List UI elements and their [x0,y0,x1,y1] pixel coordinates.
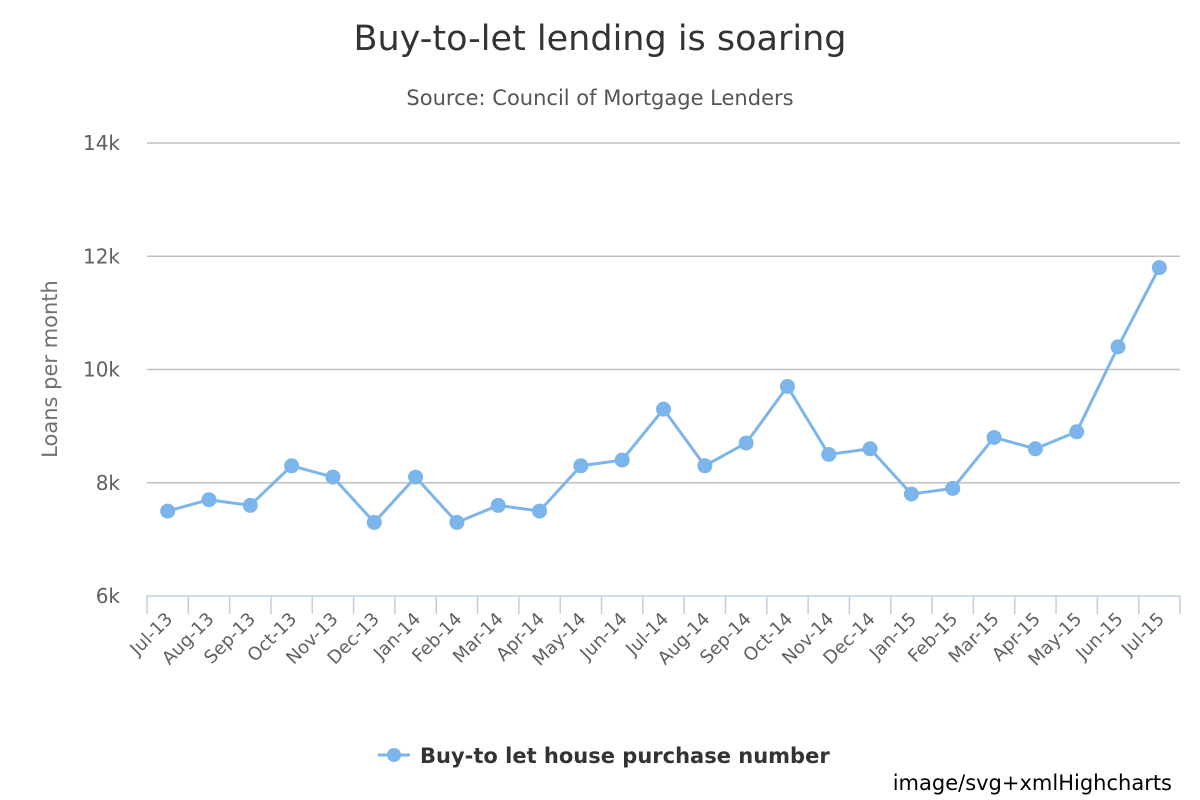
data-point[interactable] [656,401,671,417]
data-point[interactable] [697,458,713,474]
y-tick-label: 6k [96,584,121,608]
data-point[interactable] [201,492,217,508]
data-point[interactable] [573,458,589,474]
legend[interactable]: Buy-to let house purchase number [378,744,830,768]
series-line [167,266,1161,524]
y-axis-label: Loans per month [38,280,62,458]
data-point[interactable] [490,497,506,513]
x-axis-ticks: Jul-13Aug-13Sep-13Oct-13Nov-13Dec-13Jan-… [125,596,1181,670]
y-tick-label: 8k [96,471,121,495]
data-point[interactable] [242,497,258,513]
data-point[interactable] [1027,441,1043,457]
data-point[interactable] [1069,424,1085,440]
y-tick-label: 14k [83,131,120,155]
legend-item-label[interactable]: Buy-to let house purchase number [420,744,830,768]
chart-subtitle: Source: Council of Mortgage Lenders [406,86,793,110]
data-point[interactable] [408,469,424,485]
data-point[interactable] [738,435,754,451]
data-point[interactable] [903,486,919,502]
data-point[interactable] [160,503,176,519]
data-point[interactable] [986,429,1002,445]
gridlines [147,142,1180,484]
data-point[interactable] [1151,260,1167,276]
data-point[interactable] [821,446,837,462]
data-point[interactable] [862,441,878,457]
data-point[interactable] [945,480,961,496]
data-point[interactable] [779,378,795,394]
y-tick-label: 10k [83,358,120,382]
data-point[interactable] [532,503,548,519]
series-group [160,260,1167,530]
credits[interactable]: image/svg+xmlHighcharts [893,771,1172,795]
data-point[interactable] [449,514,465,530]
legend-marker-symbol [387,748,401,762]
data-point[interactable] [614,452,630,468]
data-point[interactable] [1110,339,1126,355]
y-tick-label: 12k [83,244,120,268]
data-point[interactable] [366,514,382,530]
data-point[interactable] [325,469,341,485]
chart-title: Buy-to-let lending is soaring [353,19,846,59]
data-point[interactable] [284,458,300,474]
x-tick-label: Jul-15 [1117,609,1169,661]
y-axis-ticks: 6k 8k 10k 12k 14k [83,131,120,608]
